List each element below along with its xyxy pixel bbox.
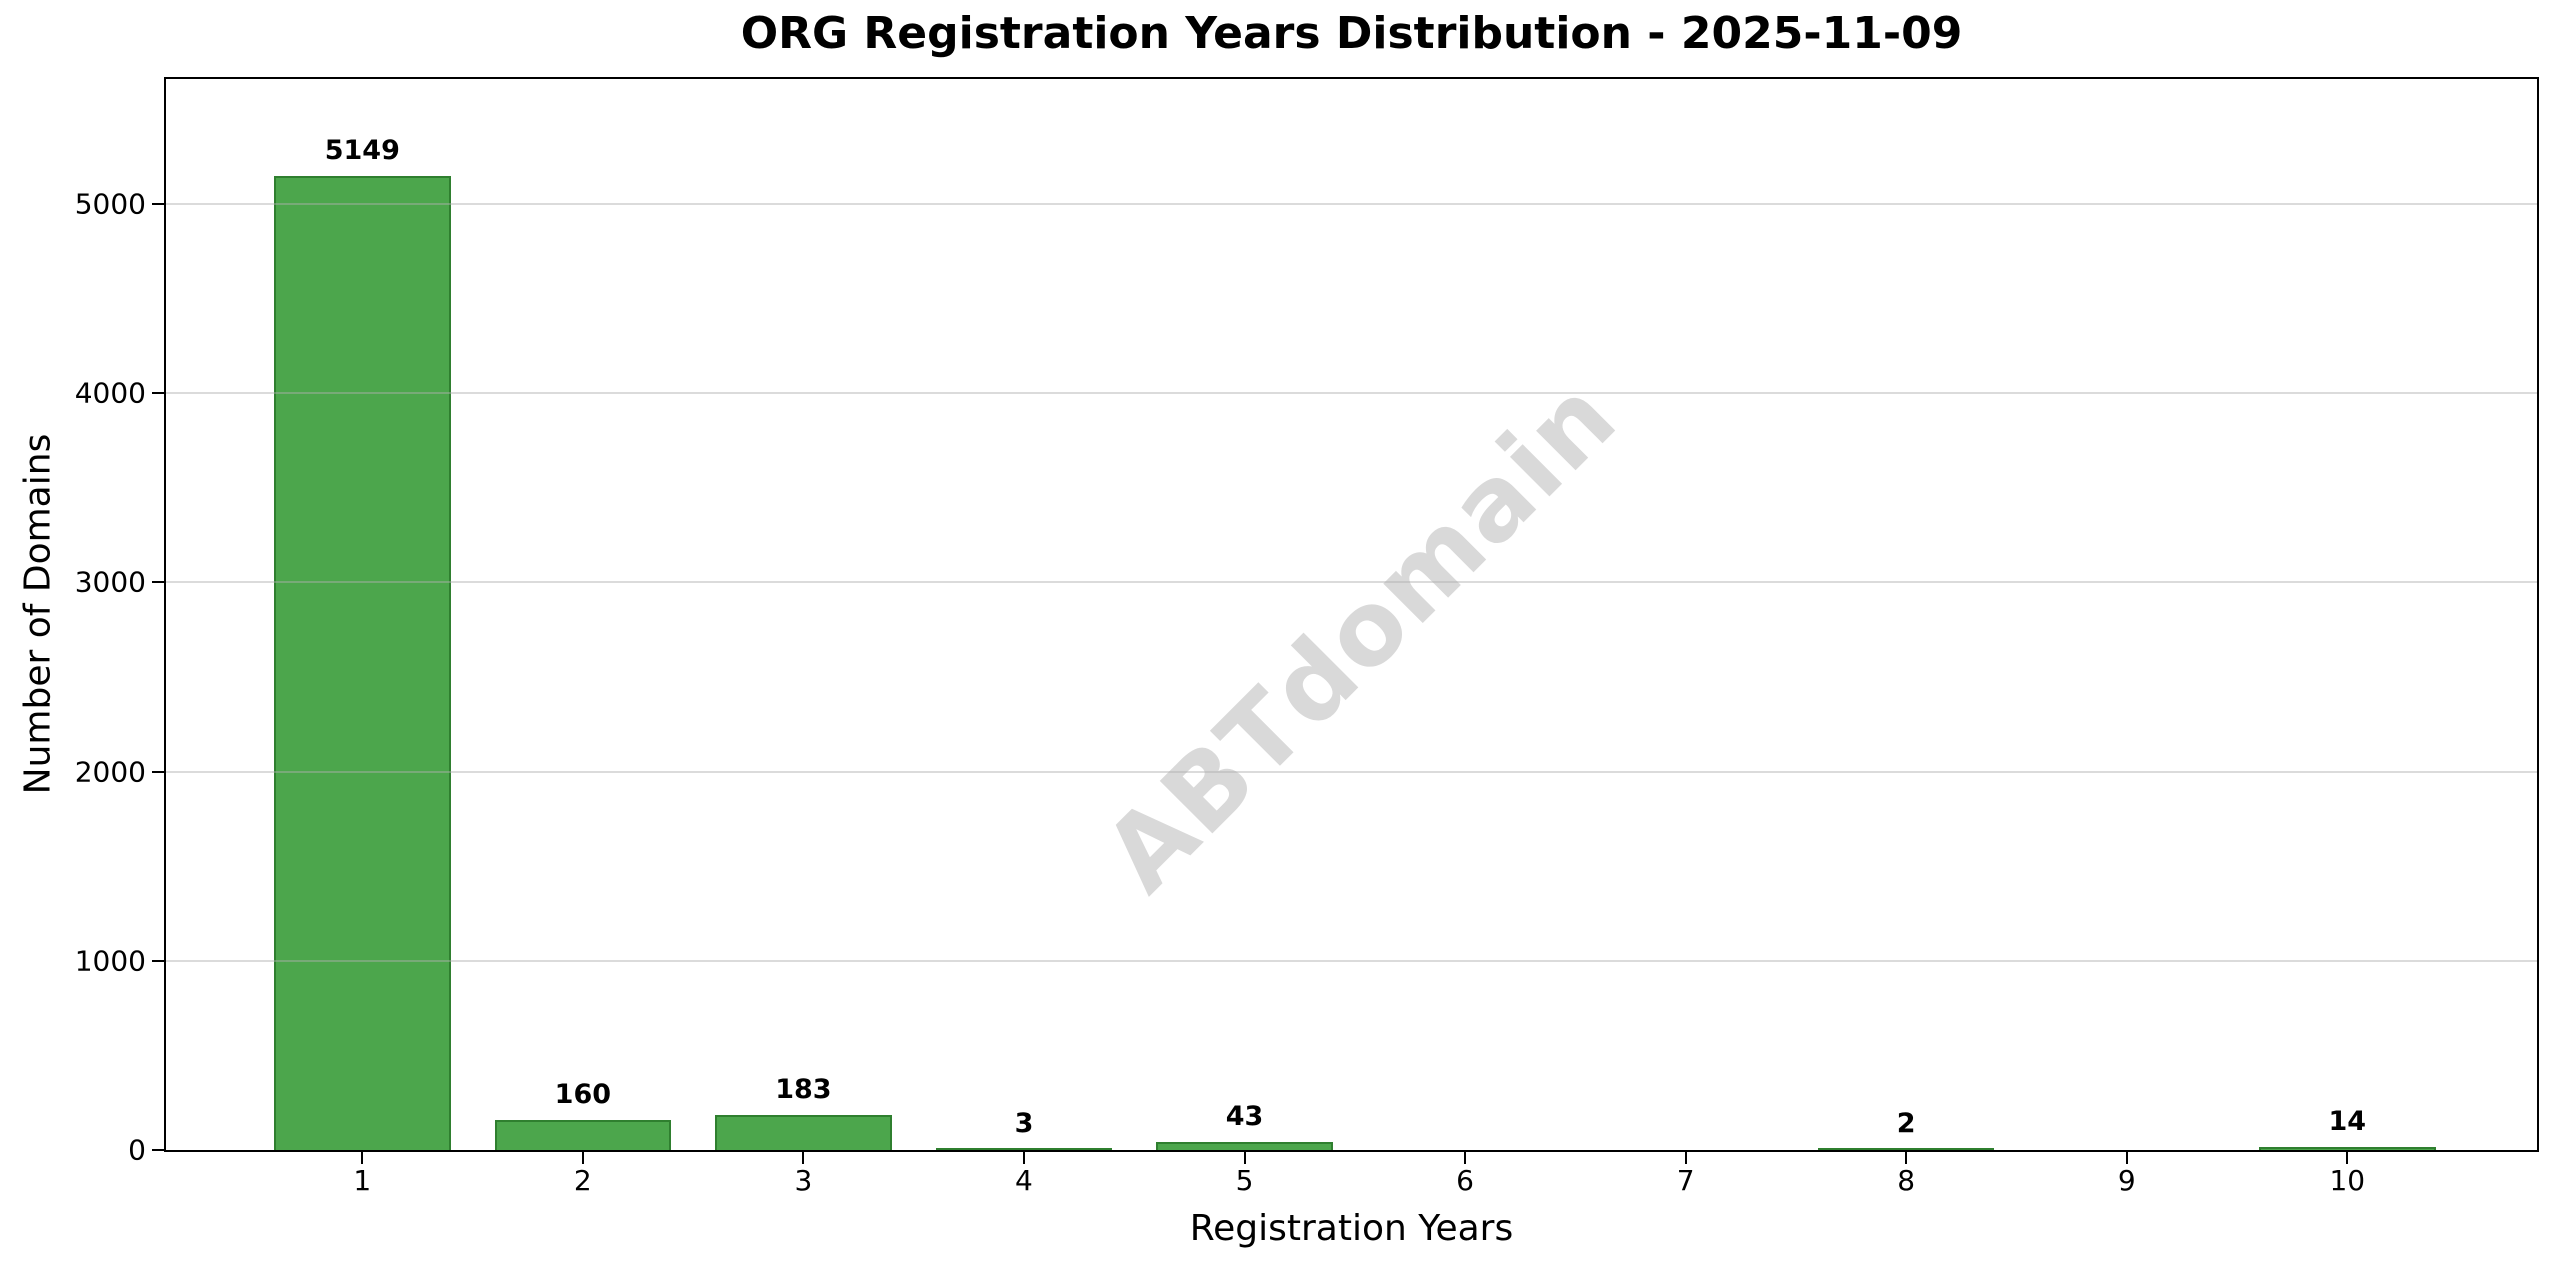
x-tick-mark-8 [1905, 1152, 1908, 1164]
bar-year-3 [715, 1115, 892, 1150]
gridline-3000 [166, 581, 2537, 584]
x-tick-label-7: 7 [1676, 1164, 1695, 1197]
gridline-2000 [166, 770, 2537, 773]
bar-year-5 [1156, 1141, 1333, 1150]
bar-value-label-year-2: 160 [554, 1078, 612, 1110]
bar-value-label-year-4: 3 [1014, 1108, 1034, 1139]
y-tick-mark-1000 [152, 959, 164, 962]
y-tick-label-4000: 4000 [74, 376, 146, 410]
bar-year-1 [274, 175, 451, 1150]
y-tick-mark-4000 [152, 392, 164, 395]
y-tick-label-0: 0 [128, 1133, 146, 1167]
chart-title: ORG Registration Years Distribution - 20… [740, 8, 1963, 59]
x-tick-mark-10 [2346, 1152, 2349, 1164]
bar-value-label-year-10: 14 [2328, 1106, 2367, 1138]
y-tick-label-2000: 2000 [74, 755, 146, 789]
y-tick-mark-3000 [152, 581, 164, 584]
x-tick-mark-2 [581, 1152, 584, 1164]
bar-value-label-year-5: 43 [1225, 1100, 1264, 1132]
bar-year-2 [494, 1119, 672, 1150]
bar-year-10 [2259, 1147, 2436, 1150]
bar-year-8 [1817, 1148, 1995, 1150]
gridline-5000 [166, 202, 2537, 205]
x-tick-label-4: 4 [1015, 1164, 1033, 1197]
gridline-4000 [166, 392, 2537, 395]
x-tick-mark-1 [361, 1152, 364, 1164]
y-tick-label-1000: 1000 [74, 944, 146, 978]
y-tick-mark-2000 [152, 770, 164, 773]
x-tick-label-2: 2 [573, 1164, 592, 1197]
plot-area: ABTdomain 5149 160 183 3 43 2 14 [164, 77, 2539, 1152]
y-tick-mark-5000 [152, 202, 164, 205]
bar-value-label-year-3: 183 [775, 1074, 832, 1106]
y-tick-mark-0 [152, 1149, 164, 1151]
x-tick-mark-7 [1684, 1152, 1687, 1164]
x-tick-label-6: 6 [1456, 1164, 1474, 1197]
x-tick-label-1: 1 [353, 1164, 372, 1197]
x-tick-label-10: 10 [2329, 1164, 2366, 1197]
x-tick-label-8: 8 [1897, 1164, 1916, 1197]
x-tick-mark-4 [1022, 1152, 1025, 1164]
y-tick-label-3000: 3000 [74, 565, 146, 599]
y-tick-label-5000: 5000 [74, 187, 146, 221]
bar-year-4 [935, 1148, 1113, 1150]
x-tick-label-9: 9 [2117, 1164, 2136, 1197]
x-tick-mark-9 [2125, 1152, 2128, 1164]
x-tick-mark-3 [802, 1152, 805, 1164]
bar-value-label-year-1: 5149 [324, 134, 400, 166]
x-axis-label: Registration Years [1189, 1208, 1514, 1249]
x-tick-mark-6 [1464, 1152, 1467, 1164]
x-tick-label-5: 5 [1235, 1164, 1254, 1197]
y-axis-label: Number of Domains [17, 433, 59, 795]
x-tick-label-3: 3 [794, 1164, 813, 1197]
gridline-1000 [166, 959, 2537, 962]
bar-value-label-year-8: 2 [1896, 1108, 1916, 1139]
watermark-text: ABTdomain [1081, 356, 1640, 915]
x-tick-mark-5 [1243, 1152, 1246, 1164]
plot-inner: ABTdomain 5149 160 183 3 43 2 14 [166, 79, 2537, 1150]
